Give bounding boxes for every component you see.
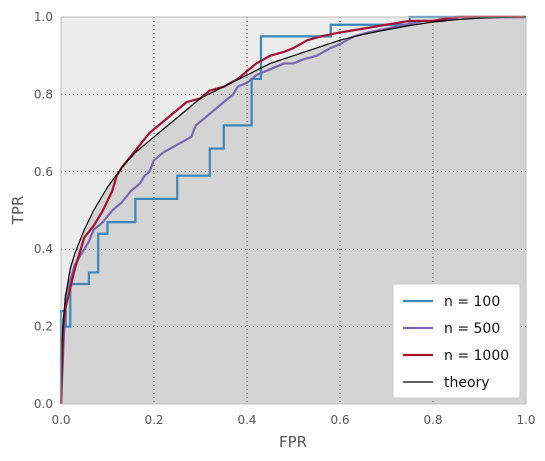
x-tick-labels: 0.0 0.2 0.4 0.6 0.8 1.0 xyxy=(51,413,535,427)
y-tick-labels: 0.0 0.2 0.4 0.6 0.8 1.0 xyxy=(34,10,53,411)
legend-label: n = 100 xyxy=(444,294,500,310)
legend-label: n = 1000 xyxy=(444,348,509,364)
legend-box xyxy=(392,283,521,399)
y-tick-label: 0.4 xyxy=(34,242,53,256)
x-axis-label: FPR xyxy=(279,433,307,451)
y-tick-label: 0.0 xyxy=(34,397,53,411)
plot-frame xyxy=(60,16,527,405)
series-line-theory xyxy=(60,16,527,405)
x-tick-label: 0.0 xyxy=(51,413,70,427)
x-tick-label: 0.6 xyxy=(330,413,349,427)
y-tick-label: 0.8 xyxy=(34,87,53,101)
series-line-n-500 xyxy=(59,15,526,405)
legend-label: theory xyxy=(444,375,490,391)
legend: n = 100 n = 500 n = 1000 theory xyxy=(392,283,521,399)
series-lines xyxy=(59,15,527,405)
x-tick-label: 0.2 xyxy=(144,413,163,427)
y-tick-label: 0.2 xyxy=(34,320,53,334)
y-tick-label: 0.6 xyxy=(34,165,53,179)
legend-label: n = 500 xyxy=(444,321,500,337)
x-tick-label: 0.4 xyxy=(237,413,256,427)
y-axis-label: TPR xyxy=(9,196,27,226)
y-tick-label: 1.0 xyxy=(34,10,53,24)
x-tick-label: 1.0 xyxy=(516,413,535,427)
x-tick-label: 0.8 xyxy=(423,413,442,427)
